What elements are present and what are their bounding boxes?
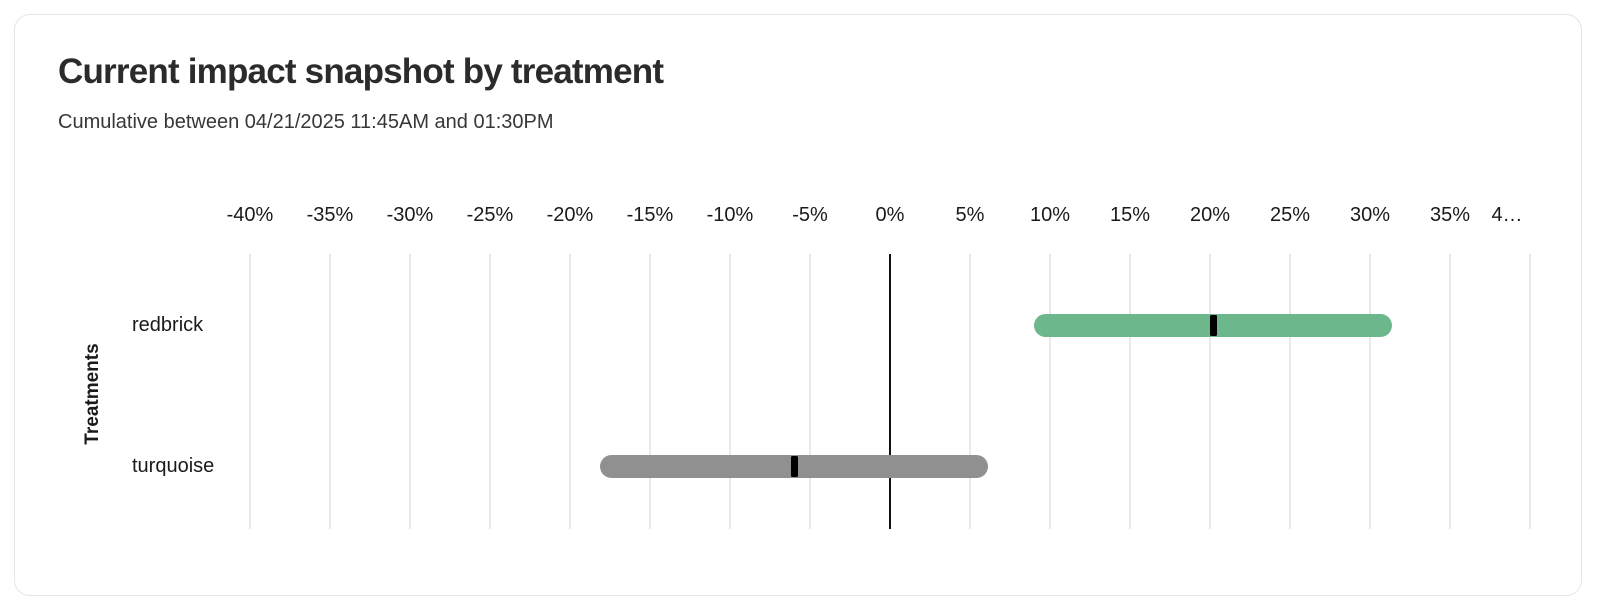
gridline [649, 254, 651, 529]
x-tick-label: -40% [226, 204, 274, 226]
gridline [809, 254, 811, 529]
gridline [489, 254, 491, 529]
gridline [1049, 254, 1051, 529]
gridline [329, 254, 331, 529]
gridline [409, 254, 411, 529]
x-tick-label: -30% [386, 204, 434, 226]
point-estimate-marker-redbrick [1209, 314, 1217, 336]
gridline [1289, 254, 1291, 529]
x-tick-label: 0% [875, 204, 905, 226]
chart-title: Current impact snapshot by treatment [58, 52, 664, 91]
zero-line [889, 254, 891, 529]
category-label-redbrick: redbrick [132, 314, 204, 336]
x-tick-label: 15% [1109, 204, 1151, 226]
x-tick-label: 25% [1269, 204, 1311, 226]
gridline [1449, 254, 1451, 529]
x-tick-label: -10% [706, 204, 754, 226]
gridline [1529, 254, 1531, 529]
x-tick-label: 35% [1429, 204, 1471, 226]
gridline [969, 254, 971, 529]
chart-subtitle: Cumulative between 04/21/2025 11:45AM an… [58, 111, 554, 133]
gridline [569, 254, 571, 529]
x-tick-label: 5% [955, 204, 985, 226]
x-tick-label: -20% [546, 204, 594, 226]
x-tick-label: -15% [626, 204, 674, 226]
x-tick-label: 30% [1349, 204, 1391, 226]
x-tick-label: -25% [466, 204, 514, 226]
y-axis-title: Treatments [82, 343, 103, 445]
gridline [1369, 254, 1371, 529]
x-tick-label: 4… [1491, 204, 1523, 226]
x-tick-label: 10% [1029, 204, 1071, 226]
chart-card: Current impact snapshot by treatment Cum… [14, 14, 1582, 596]
gridline [1209, 254, 1211, 529]
gridline [249, 254, 251, 529]
point-estimate-marker-turquoise [790, 455, 798, 477]
gridline [1129, 254, 1131, 529]
x-tick-label: -35% [306, 204, 354, 226]
x-tick-label: 20% [1189, 204, 1231, 226]
x-tick-label: -5% [792, 204, 828, 226]
gridline [729, 254, 731, 529]
category-label-turquoise: turquoise [132, 455, 215, 477]
